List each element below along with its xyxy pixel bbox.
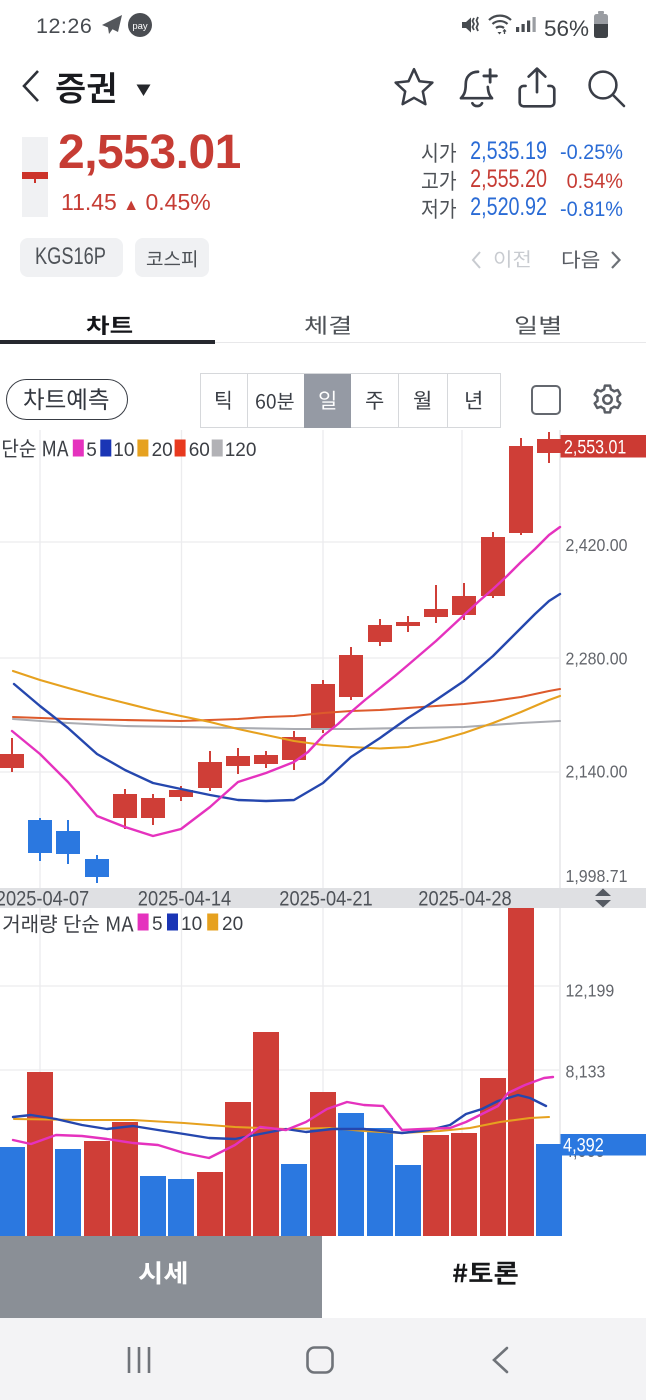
svg-text:2025-04-14: 2025-04-14 xyxy=(138,887,231,910)
svg-text:8,133: 8,133 xyxy=(566,1062,606,1082)
svg-text:20: 20 xyxy=(152,440,173,461)
svg-text:2,140.00: 2,140.00 xyxy=(566,762,628,782)
svg-text:2025-04-21: 2025-04-21 xyxy=(279,887,372,910)
svg-text:60: 60 xyxy=(189,440,210,461)
svg-text:2025-04-28: 2025-04-28 xyxy=(418,887,511,910)
svg-text:20: 20 xyxy=(222,914,243,935)
svg-text:4,392: 4,392 xyxy=(563,1134,604,1156)
svg-text:5: 5 xyxy=(152,914,163,935)
svg-text:2025-04-07: 2025-04-07 xyxy=(0,887,89,910)
svg-text:5: 5 xyxy=(86,440,97,461)
svg-text:1,998.71: 1,998.71 xyxy=(566,866,628,886)
svg-text:10: 10 xyxy=(113,440,134,461)
svg-text:2,420.00: 2,420.00 xyxy=(566,535,628,555)
svg-text:120: 120 xyxy=(225,440,257,461)
svg-text:12,199: 12,199 xyxy=(566,981,615,1001)
svg-text:10: 10 xyxy=(181,914,202,935)
svg-text:2,280.00: 2,280.00 xyxy=(566,649,628,669)
svg-text:pay: pay xyxy=(132,21,148,32)
svg-text:2,553.01: 2,553.01 xyxy=(564,436,626,458)
